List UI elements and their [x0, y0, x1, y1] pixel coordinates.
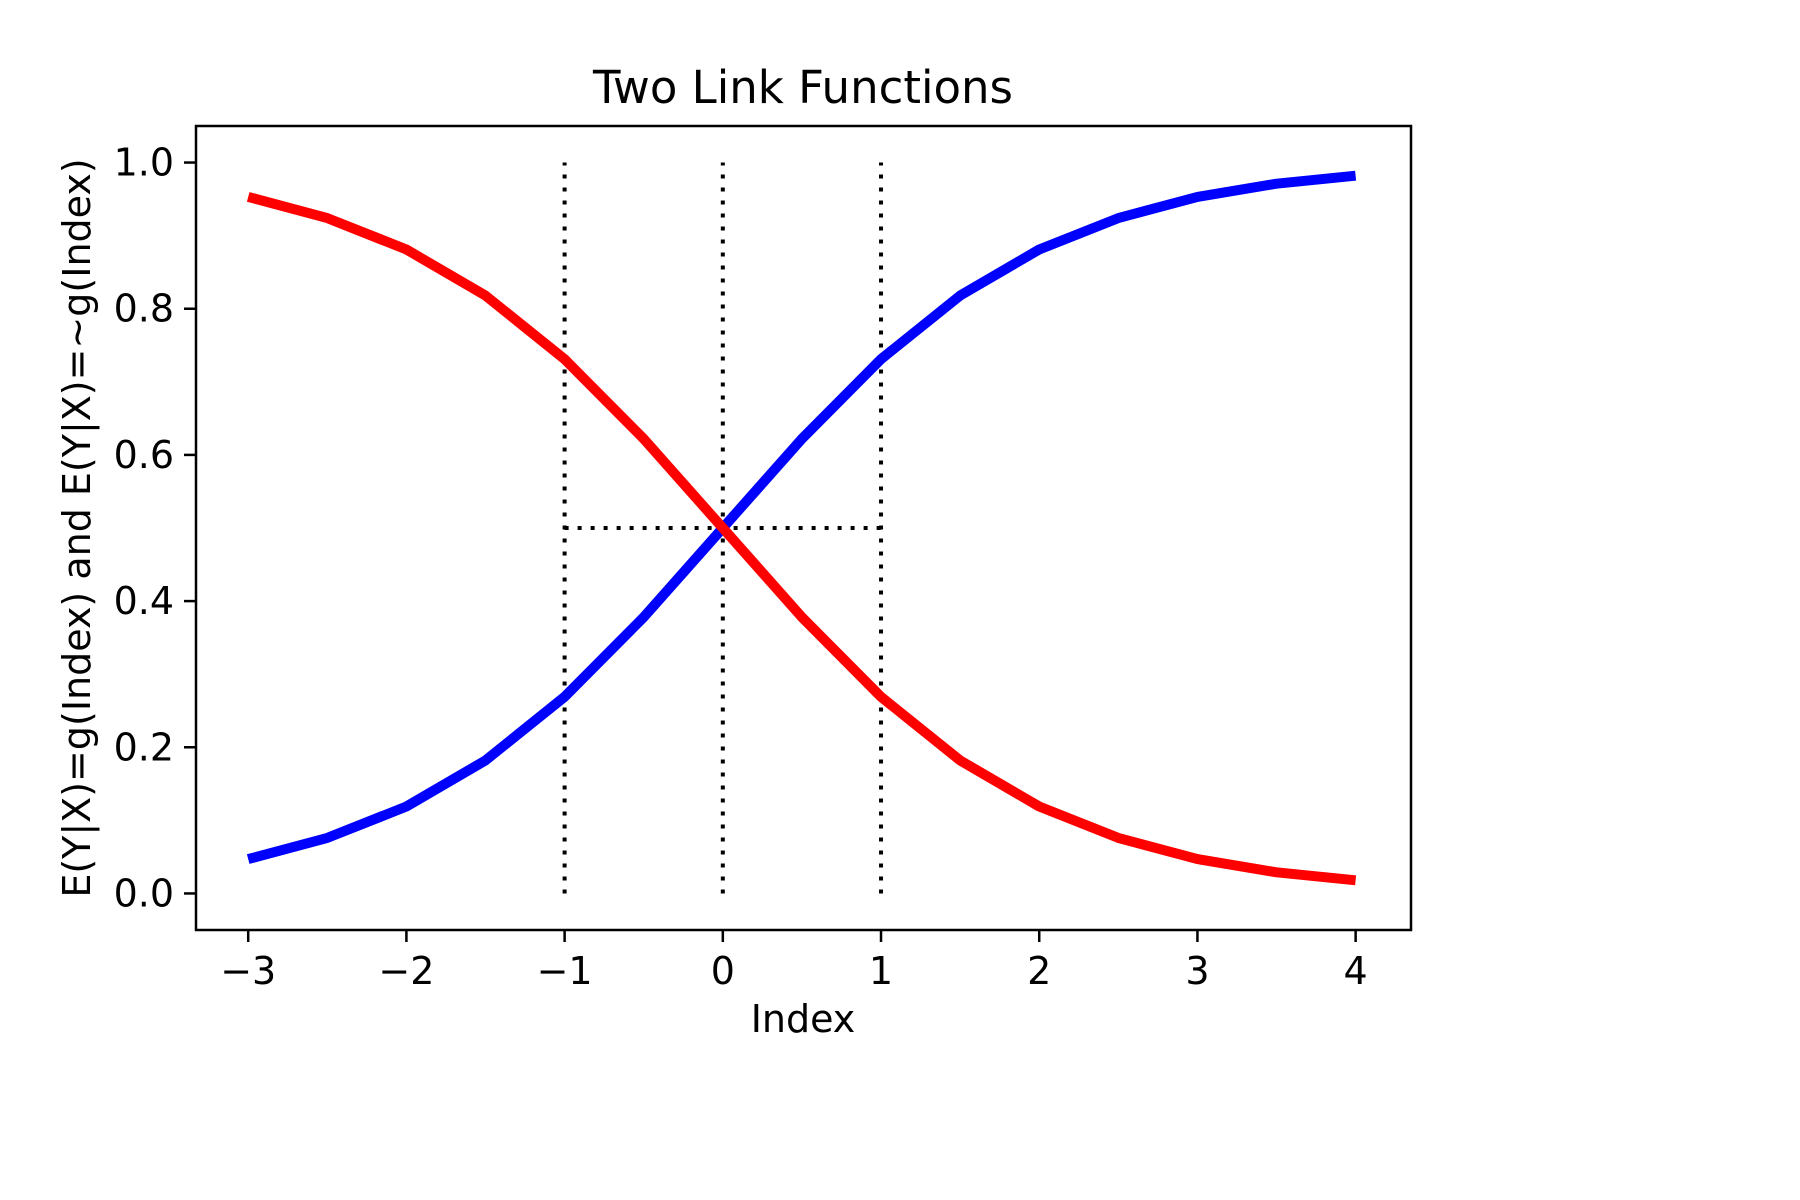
x-tick-label: 4 [1344, 949, 1368, 993]
y-axis-label: E(Y|X)=g(Index) and E(Y|X)=~g(Index) [55, 158, 100, 897]
series-line-1 [246, 192, 1357, 886]
y-tick-label: 0.8 [114, 287, 174, 331]
series-layer [246, 170, 1357, 886]
y-axis: 0.0 0.2 0.4 0.6 0.8 1.0 [114, 141, 196, 915]
x-tick-label: 3 [1185, 949, 1209, 993]
x-tick-label: 1 [869, 949, 893, 993]
chart-title: Two Link Functions [592, 61, 1013, 114]
y-tick-label: 0.6 [114, 433, 174, 477]
x-axis-label: Index [751, 997, 856, 1041]
x-tick-label: 2 [1027, 949, 1051, 993]
y-tick-label: 0.4 [114, 579, 174, 623]
x-tick-label: 0 [711, 949, 735, 993]
plot-area-frame [194, 124, 1413, 932]
x-tick-label: −3 [220, 949, 276, 993]
y-tick-label: 0.2 [114, 725, 174, 769]
x-tick-label: −2 [378, 949, 434, 993]
x-tick-label: −1 [537, 949, 593, 993]
y-tick-label: 0.0 [114, 871, 174, 915]
y-tick-label: 1.0 [114, 141, 174, 185]
series-line-0 [246, 170, 1357, 864]
x-axis: −3 −2 −1 0 1 2 3 4 [220, 930, 1368, 993]
